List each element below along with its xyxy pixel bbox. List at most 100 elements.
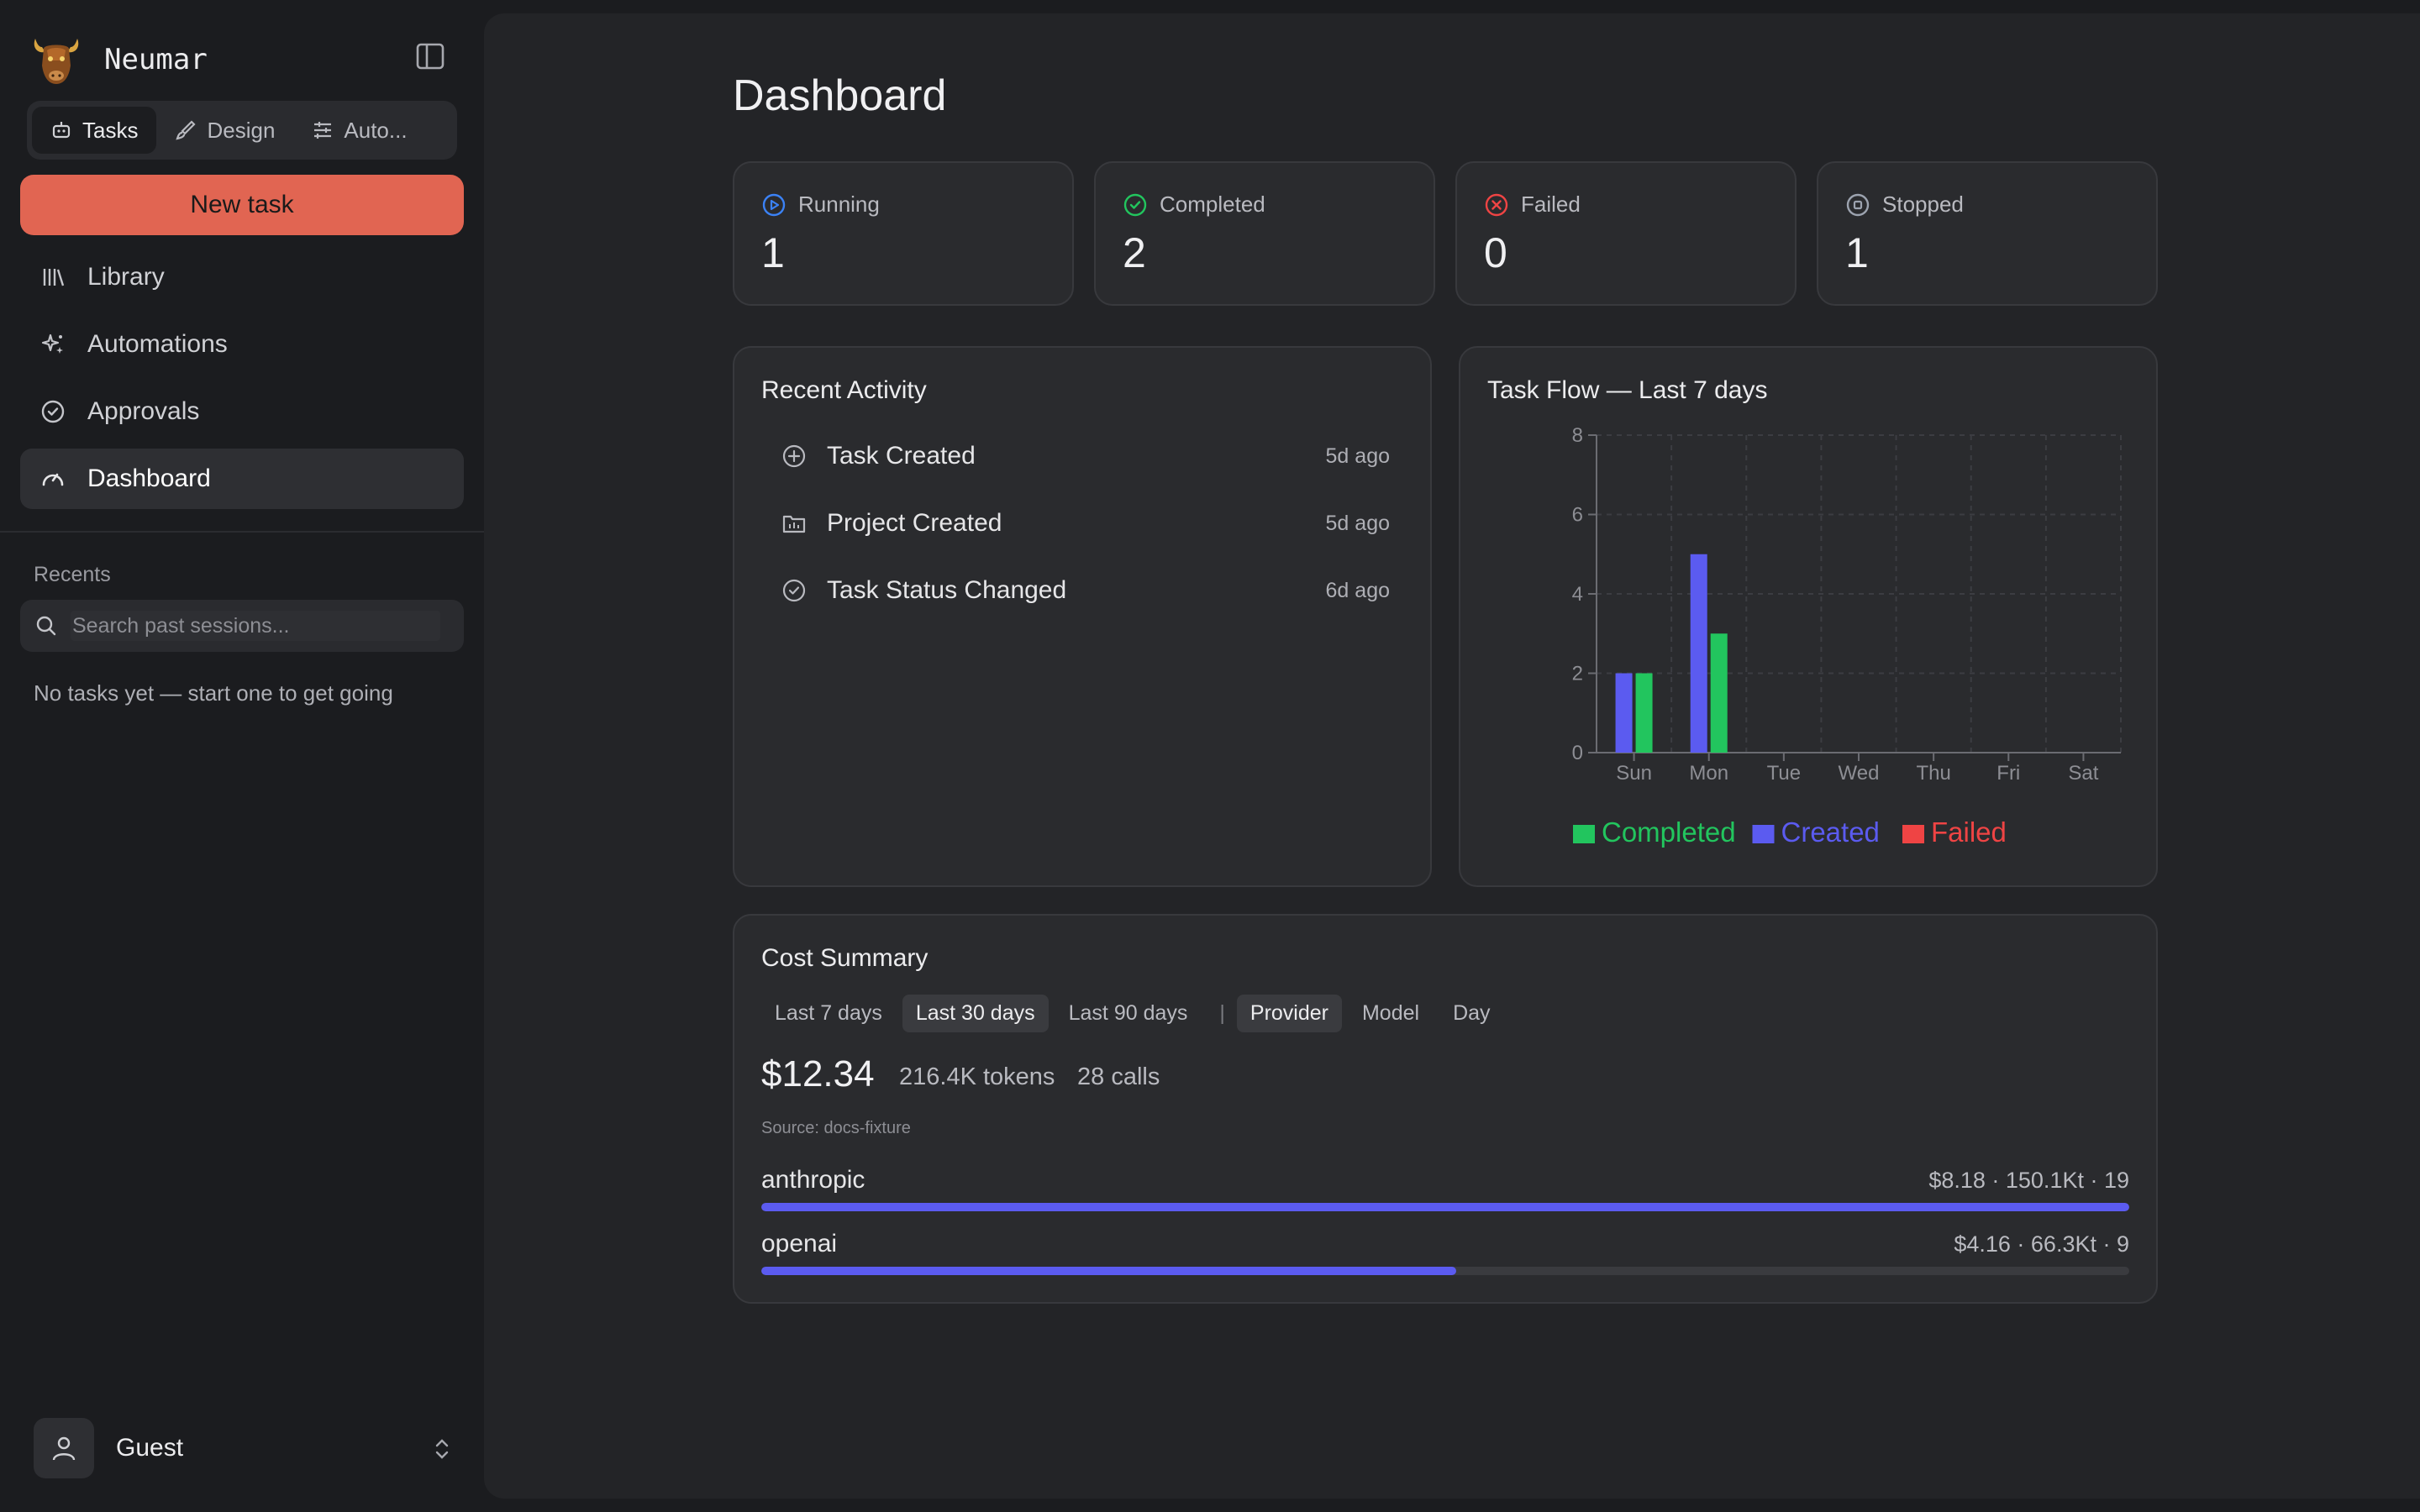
folder-chart-icon [782, 515, 806, 533]
stat-label: Failed [1521, 192, 1581, 217]
brush-icon [176, 120, 197, 140]
panel-title: Cost Summary [761, 944, 929, 972]
activity-item[interactable]: Task Status Changed 6d ago [781, 570, 1390, 612]
play-circle-icon [762, 193, 786, 216]
sidebar-divider [0, 531, 484, 533]
bar-completed [1635, 673, 1653, 753]
cost-summary-panel: Cost Summary Last 7 days Last 30 days La… [733, 914, 2158, 1304]
y-tick-label: 6 [1572, 504, 1583, 527]
x-tick-label: Fri [1996, 762, 2020, 785]
new-task-button[interactable]: New task [20, 175, 464, 235]
bull-logo-icon [34, 39, 79, 84]
activity-item[interactable]: Project Created 5d ago [781, 502, 1390, 544]
x-circle-icon [1485, 193, 1508, 216]
plus-circle-icon [782, 444, 806, 468]
sidebar-toggle-icon[interactable] [415, 42, 445, 71]
stat-value: 1 [761, 229, 785, 276]
cost-filters: Last 7 days Last 30 days Last 90 days | … [761, 995, 1511, 1032]
provider-name: anthropic [761, 1166, 865, 1194]
bar-completed [1710, 633, 1728, 753]
group-tab-day[interactable]: Day [1453, 1001, 1491, 1025]
sidebar-item-library[interactable]: Library [20, 247, 464, 307]
stat-card-failed: Failed 0 [1455, 161, 1797, 306]
provider-stats: $4.16 · 66.3Kt · 9 [1954, 1231, 2129, 1257]
sidebar-item-dashboard[interactable]: Dashboard [20, 449, 464, 509]
sidebar-nav: Library Automations Approvals Dashboard [20, 247, 464, 516]
check-circle-icon [41, 400, 65, 423]
chart-title: Task Flow — Last 7 days [1487, 376, 1768, 404]
activity-time: 5d ago [1325, 444, 1390, 468]
robot-icon [52, 122, 71, 139]
user-menu[interactable]: Guest [34, 1418, 454, 1478]
bar-created [1615, 673, 1633, 753]
stop-circle-icon [1846, 193, 1870, 216]
sparkle-icon [41, 333, 63, 354]
stat-label: Completed [1160, 192, 1265, 217]
tab-tasks[interactable]: Tasks [32, 107, 157, 154]
x-tick-label: Sun [1616, 762, 1652, 785]
stat-value: 1 [1845, 229, 1869, 276]
tab-design[interactable]: Design [156, 107, 293, 154]
y-tick-label: 2 [1572, 663, 1583, 685]
brand[interactable]: Neumar [30, 30, 208, 89]
mode-switcher: Tasks Design Auto... [27, 101, 457, 160]
activity-time: 5d ago [1325, 511, 1390, 535]
search-input[interactable] [71, 611, 440, 641]
chevron-up-down-icon[interactable] [432, 1436, 452, 1462]
filter-separator: | [1219, 1001, 1225, 1025]
gauge-icon [42, 473, 64, 486]
stat-card-completed: Completed 2 [1094, 161, 1435, 306]
x-tick-label: Tue [1767, 762, 1801, 785]
cost-tokens: 216.4K tokens [899, 1063, 1055, 1090]
stat-value: 0 [1484, 229, 1507, 276]
sidebar-item-approvals[interactable]: Approvals [20, 381, 464, 442]
main-panel: Dashboard Running 1 Completed 2 Failed 0… [484, 13, 2420, 1499]
activity-label: Project Created [827, 509, 1002, 537]
y-tick-label: 0 [1572, 742, 1583, 764]
check-circle-icon [1123, 193, 1147, 216]
activity-label: Task Status Changed [827, 576, 1067, 604]
task-flow-panel: Task Flow — Last 7 days 0 2 4 6 8 Sun Mon Tue We… [1459, 346, 2158, 887]
legend-swatch [1573, 825, 1595, 843]
library-icon [43, 269, 65, 286]
legend-swatch [1752, 825, 1775, 843]
provider-bar [761, 1267, 2129, 1275]
range-tab-7-days[interactable]: Last 7 days [775, 1001, 882, 1025]
sidebar-item-automations[interactable]: Automations [20, 314, 464, 375]
cost-source: Source: docs-fixture [761, 1119, 911, 1137]
legend-label: Completed [1602, 816, 1736, 848]
stat-label: Stopped [1882, 192, 1964, 217]
provider-bar [761, 1203, 2129, 1211]
provider-bar-fill [761, 1267, 1457, 1275]
user-name: Guest [116, 1434, 184, 1462]
activity-item[interactable]: Task Created 5d ago [781, 435, 1390, 477]
cost-calls: 28 calls [1077, 1063, 1160, 1090]
search-icon [36, 616, 56, 636]
x-tick-label: Wed [1839, 762, 1880, 785]
group-tab-provider[interactable]: Provider [1236, 995, 1342, 1032]
activity-label: Task Created [827, 442, 976, 470]
app-name: Neumar [104, 43, 208, 76]
avatar [34, 1418, 94, 1478]
cost-total: $12.34 [761, 1053, 875, 1095]
search-box [20, 600, 464, 652]
legend-swatch [1902, 825, 1924, 843]
page-title: Dashboard [733, 71, 947, 120]
recent-activity-panel: Recent Activity Task Created 5d ago Proj… [733, 346, 1432, 887]
range-tab-90-days[interactable]: Last 90 days [1068, 1001, 1188, 1025]
stat-card-running: Running 1 [733, 161, 1074, 306]
check-circle-icon [782, 579, 806, 602]
x-tick-label: Thu [1916, 762, 1950, 785]
y-tick-label: 4 [1572, 583, 1583, 606]
group-tab-model[interactable]: Model [1361, 1001, 1420, 1025]
empty-recents-message: No tasks yet — start one to get going [34, 680, 393, 706]
tab-automations[interactable]: Auto... [293, 107, 425, 154]
range-tab-30-days[interactable]: Last 30 days [902, 995, 1049, 1032]
legend-label: Failed [1931, 816, 2007, 848]
y-tick-label: 8 [1572, 424, 1583, 447]
panel-title: Recent Activity [761, 376, 927, 404]
stat-card-stopped: Stopped 1 [1817, 161, 2158, 306]
user-icon [52, 1436, 76, 1461]
x-tick-label: Sat [2068, 762, 2098, 785]
stat-label: Running [798, 192, 880, 217]
